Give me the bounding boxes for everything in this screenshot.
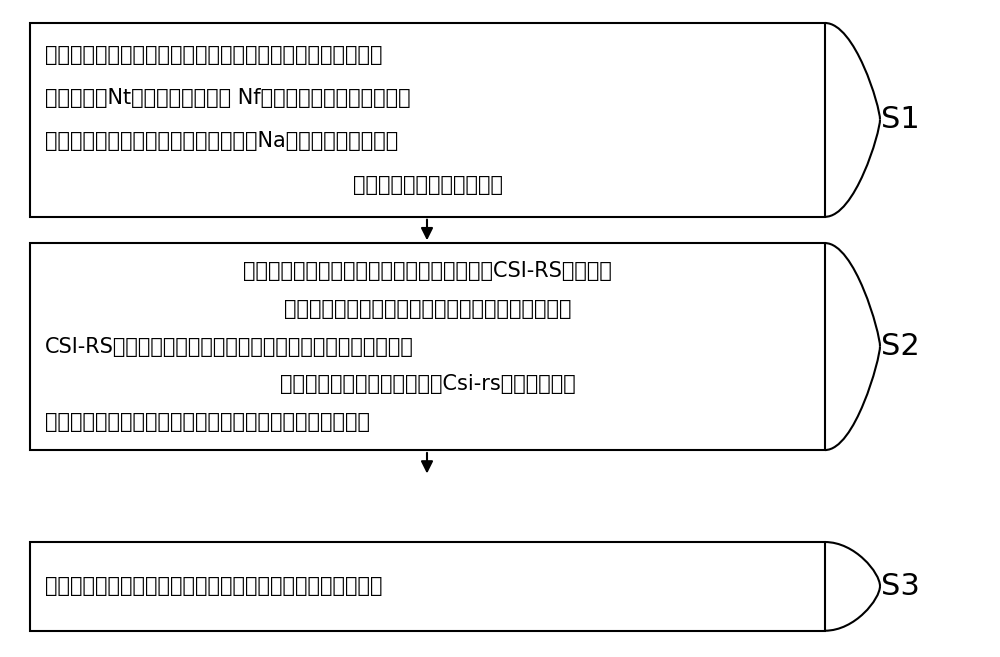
Text: 述空域特征向量和频域特征向量中选择Na个特征向量做克罗内: 述空域特征向量和频域特征向量中选择Na个特征向量做克罗内 [45, 131, 398, 151]
Text: 基于所述预编码矩阵对信道状态信息参考信号CSI-RS进行预编: 基于所述预编码矩阵对信道状态信息参考信号CSI-RS进行预编 [243, 261, 612, 281]
Text: 码后，通过子载波发送至用户终端，以使用户终端将: 码后，通过子载波发送至用户终端，以使用户终端将 [284, 299, 571, 319]
Text: S1: S1 [881, 105, 919, 134]
Text: 对上行或下行信道在空域和频域上的协方差矩阵分别进行特征: 对上行或下行信道在空域和频域上的协方差矩阵分别进行特征 [45, 45, 382, 65]
Text: 量化得到反馈系数，或者根据Csi-rs端口的子载波: 量化得到反馈系数，或者根据Csi-rs端口的子载波 [280, 374, 575, 394]
Text: S3: S3 [881, 572, 919, 600]
FancyBboxPatch shape [30, 243, 825, 450]
FancyBboxPatch shape [30, 23, 825, 217]
Text: 接收所述反馈系数，并基于所述反馈系数对下行信道进行估计: 接收所述反馈系数，并基于所述反馈系数对下行信道进行估计 [45, 576, 382, 597]
FancyBboxPatch shape [30, 542, 825, 631]
Text: CSI-RS端口的子载波信号在频域上叠加后进行下行信道估计并: CSI-RS端口的子载波信号在频域上叠加后进行下行信道估计并 [45, 336, 414, 357]
Text: 信号进行下行信道估计后在频域上叠加并量化得到反馈系数: 信号进行下行信道估计后在频域上叠加并量化得到反馈系数 [45, 412, 370, 432]
Text: S2: S2 [881, 332, 919, 361]
Text: 克积运算，得到预编码矩阵: 克积运算，得到预编码矩阵 [352, 175, 503, 194]
Text: 分解，得到Nt个空域特征向量及 Nf个频域特征向量；分别从所: 分解，得到Nt个空域特征向量及 Nf个频域特征向量；分别从所 [45, 89, 411, 108]
